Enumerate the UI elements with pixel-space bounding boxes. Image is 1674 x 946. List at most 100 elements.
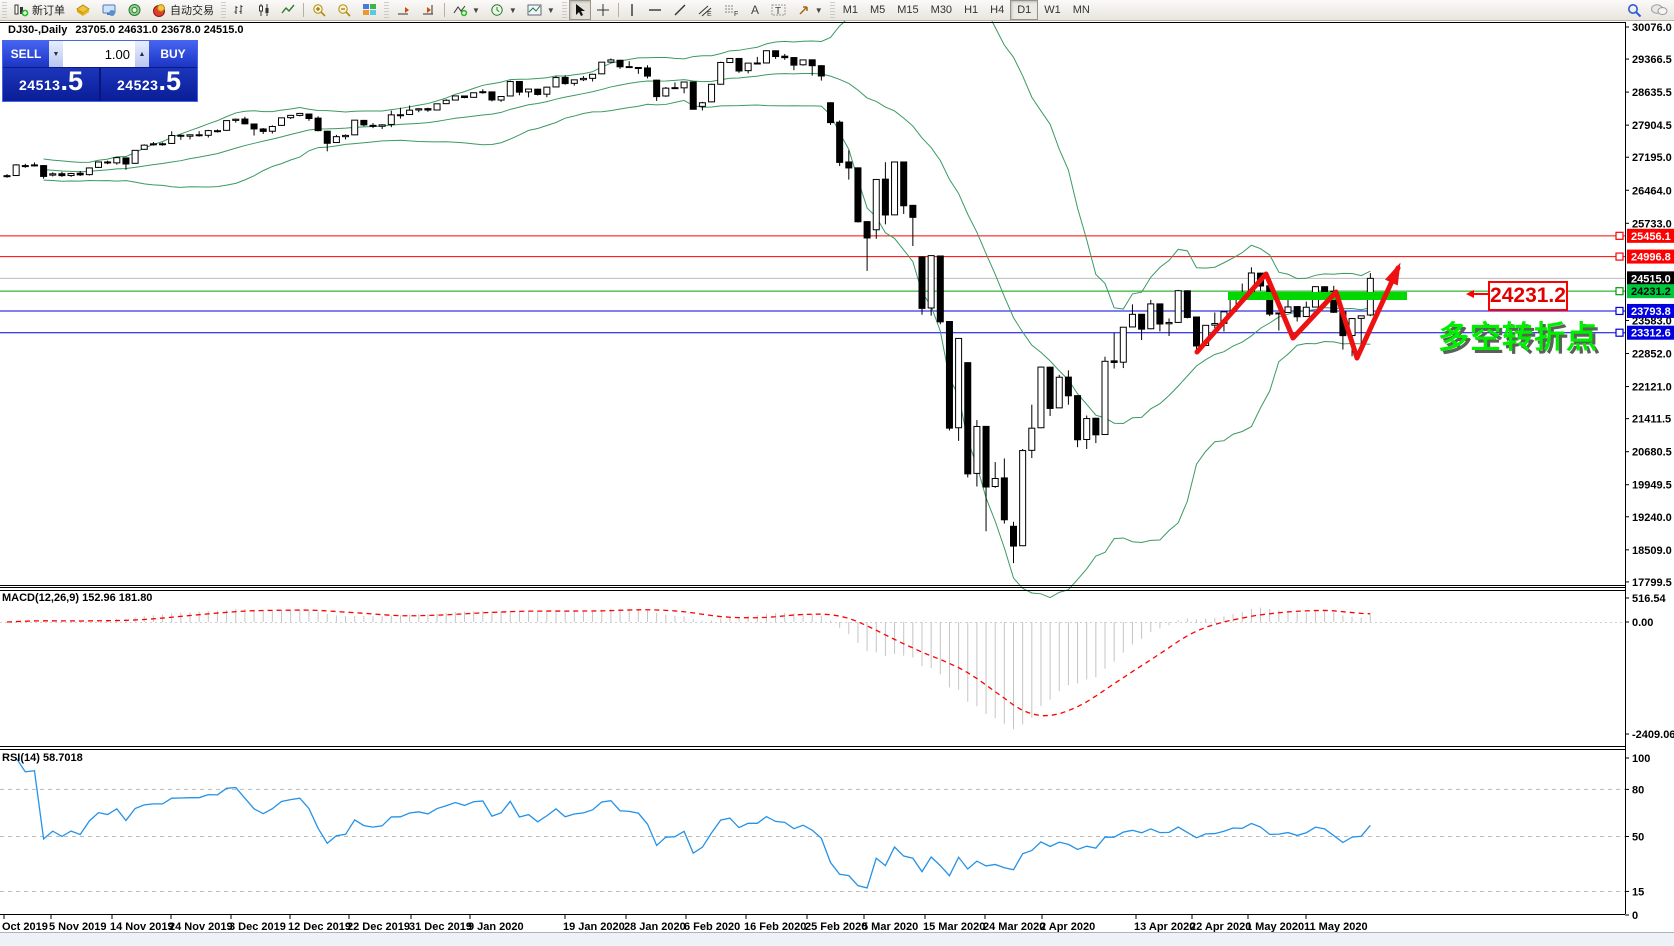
tab-h4[interactable]: H4 <box>990 4 1005 16</box>
svg-text:17799.5: 17799.5 <box>1632 577 1672 589</box>
svg-text:27195.0: 27195.0 <box>1632 152 1672 164</box>
svg-text:22852.0: 22852.0 <box>1632 349 1672 361</box>
svg-text:28 Jan 2020: 28 Jan 2020 <box>624 921 686 933</box>
svg-text:24 Mar 2020: 24 Mar 2020 <box>983 921 1045 933</box>
template-icon <box>527 4 542 16</box>
volume-increase-button[interactable]: ▲ <box>135 41 149 67</box>
svg-text:19 Jan 2020: 19 Jan 2020 <box>563 921 625 933</box>
terminal-button[interactable] <box>96 0 122 20</box>
chart-shift-button[interactable] <box>416 0 441 20</box>
text-tool-button[interactable]: A <box>744 0 766 20</box>
templates-button[interactable]: ▼ <box>522 0 560 20</box>
tab-m15[interactable]: M15 <box>897 4 919 16</box>
zoom-out-button[interactable] <box>332 0 357 20</box>
svg-text:28635.5: 28635.5 <box>1632 87 1672 99</box>
vertical-line-tool-button[interactable] <box>622 0 642 20</box>
svg-text:12 Dec 2019: 12 Dec 2019 <box>288 921 351 933</box>
zoom-in-icon <box>313 4 326 17</box>
auto-scroll-button[interactable] <box>391 0 416 20</box>
tab-m30[interactable]: M30 <box>930 4 953 16</box>
svg-text:11 May 2020: 11 May 2020 <box>1304 921 1368 933</box>
sell-price-main: 24513 <box>19 77 61 93</box>
autotrading-button[interactable]: 自动交易 <box>147 0 219 20</box>
horizontal-line-tool-button[interactable] <box>642 0 668 20</box>
svg-text:0: 0 <box>1632 910 1638 922</box>
svg-text:18509.0: 18509.0 <box>1632 545 1672 557</box>
svg-text:-2409.06: -2409.06 <box>1632 729 1674 741</box>
svg-text:22 Dec 2019: 22 Dec 2019 <box>347 921 410 933</box>
svg-text:F: F <box>734 11 738 17</box>
crosshair-tool-button[interactable] <box>591 0 615 20</box>
cursor-tool-button[interactable] <box>568 0 591 20</box>
label-tool-button[interactable]: T <box>766 0 792 20</box>
toolbar-separator <box>444 3 445 17</box>
horizontal-line-icon <box>648 9 661 11</box>
toolbar-grip <box>829 2 835 18</box>
candle-chart-type-button[interactable] <box>252 0 276 20</box>
terminal-icon <box>102 4 116 16</box>
svg-text:A: A <box>751 3 759 17</box>
rsi-indicator-label: RSI(14) 58.7018 <box>2 752 83 764</box>
svg-text:3 Dec 2019: 3 Dec 2019 <box>229 921 286 933</box>
svg-text:5 Mar 2020: 5 Mar 2020 <box>862 921 918 933</box>
tab-w1[interactable]: W1 <box>1044 4 1061 16</box>
equidistant-channel-icon: E <box>698 5 712 17</box>
symbol-period-label: DJ30-,Daily <box>8 24 68 36</box>
bar-chart-type-button[interactable] <box>228 0 252 20</box>
buy-price[interactable]: 24523 .5 <box>101 68 197 101</box>
volume-input[interactable]: 1.00 <box>63 41 135 67</box>
line-chart-icon <box>281 4 295 14</box>
channel-tool-button[interactable]: E <box>692 0 718 20</box>
tab-m1[interactable]: M1 <box>842 4 858 16</box>
svg-text:100: 100 <box>1632 753 1650 765</box>
ohlc-values: 23705.0 24631.0 23678.0 24515.0 <box>75 24 244 36</box>
svg-text:19949.5: 19949.5 <box>1632 480 1672 492</box>
trendline-tool-button[interactable] <box>668 0 692 20</box>
svg-text:23793.8: 23793.8 <box>1631 306 1671 318</box>
zoom-in-button[interactable] <box>307 0 332 20</box>
tab-mn[interactable]: MN <box>1072 4 1090 16</box>
line-chart-type-button[interactable] <box>276 0 300 20</box>
market-watch-button[interactable] <box>70 0 96 20</box>
sell-price-fraction: .5 <box>60 66 83 96</box>
svg-text:24 Nov 2019: 24 Nov 2019 <box>169 921 233 933</box>
strategy-tester-button[interactable] <box>122 0 147 20</box>
strategy-tester-icon <box>128 4 141 16</box>
sell-price[interactable]: 24513 .5 <box>3 68 101 101</box>
one-click-trading-panel: SELL ▼ 1.00 ▲ BUY 24513 .5 24523 .5 <box>2 40 198 102</box>
svg-text:80: 80 <box>1632 784 1644 796</box>
indicators-button[interactable]: ▼ <box>448 0 485 20</box>
tab-d1[interactable]: D1 <box>1010 0 1039 20</box>
buy-button[interactable]: BUY <box>149 41 197 67</box>
toolbar-grip <box>2 2 7 18</box>
svg-text:516.54: 516.54 <box>1632 593 1667 605</box>
tab-h1[interactable]: H1 <box>964 4 979 16</box>
svg-text:14 Nov 2019: 14 Nov 2019 <box>110 921 174 933</box>
periods-button[interactable]: ▼ <box>485 0 522 20</box>
chat-icon[interactable] <box>1650 3 1668 17</box>
volume-decrease-button[interactable]: ▼ <box>49 41 63 67</box>
status-strip <box>0 932 1674 946</box>
svg-text:25733.0: 25733.0 <box>1632 218 1672 230</box>
chart-shift-icon <box>423 5 433 15</box>
tile-windows-icon <box>363 4 376 15</box>
search-icon[interactable] <box>1627 3 1642 18</box>
svg-text:29366.5: 29366.5 <box>1632 54 1672 66</box>
text-label-icon: T <box>771 4 786 17</box>
new-order-button[interactable]: 新订单 <box>9 0 70 20</box>
svg-text:E: E <box>707 11 712 17</box>
buy-price-main: 24523 <box>117 77 159 93</box>
tile-windows-button[interactable] <box>357 0 382 20</box>
cursor-arrow-icon <box>575 4 585 16</box>
turning-point-annotation[interactable]: 多空转折点 <box>1438 320 1598 355</box>
svg-text:15 Mar 2020: 15 Mar 2020 <box>923 921 985 933</box>
fibonacci-tool-button[interactable]: F <box>718 0 744 20</box>
price-callout-box[interactable]: 24231.2 <box>1488 281 1568 311</box>
sell-button[interactable]: SELL <box>3 41 49 67</box>
arrows-tool-button[interactable]: ▼ <box>792 0 828 20</box>
toolbar-grip <box>221 2 226 18</box>
tab-m5[interactable]: M5 <box>869 4 886 16</box>
arrows-caret-icon: ▼ <box>814 5 823 15</box>
market-watch-icon <box>76 4 90 16</box>
